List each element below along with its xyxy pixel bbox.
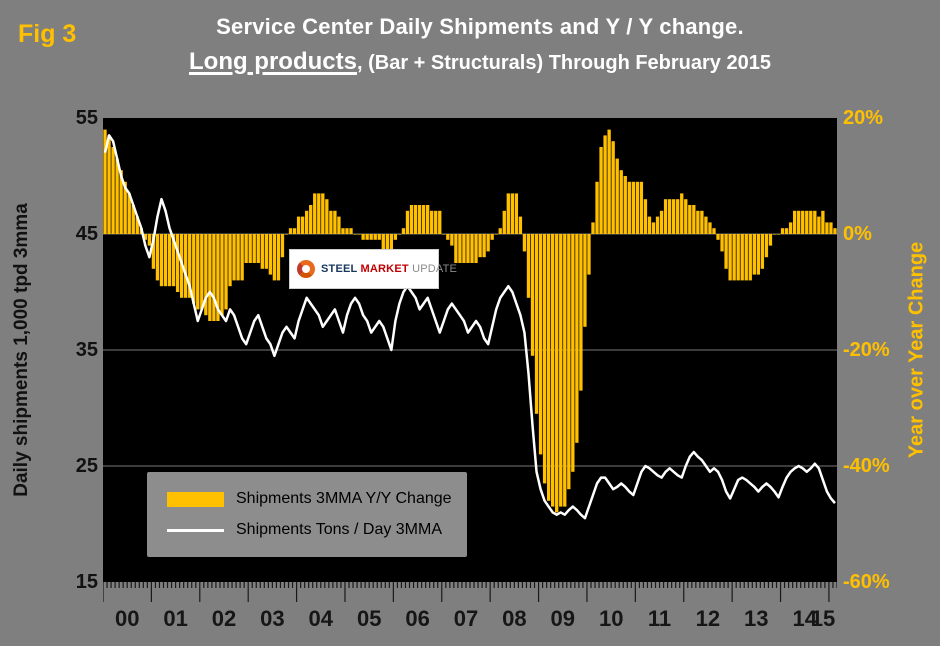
right-axis-tick: -60% — [843, 571, 890, 593]
x-axis-year-label: 14 — [792, 606, 817, 631]
left-axis-tick: 15 — [75, 571, 98, 593]
x-axis-year-label: 07 — [454, 606, 478, 631]
smu-logo-word-market: MARKET — [360, 263, 409, 275]
x-axis-year-label: 04 — [309, 606, 334, 631]
steel-market-update-logo: STEEL MARKET UPDATE — [289, 249, 457, 289]
left-axis-tick: 55 — [75, 107, 98, 129]
right-axis-tick: 0% — [843, 223, 872, 245]
plot-area: STEEL MARKET UPDATE Shipments 3MMA Y/Y C… — [103, 118, 837, 582]
x-axis-year-label: 10 — [599, 606, 623, 631]
x-axis-year-label: 11 — [648, 606, 671, 631]
left-axis-tick-labels: 55 45 35 25 15 — [52, 107, 98, 593]
right-axis-tick: -40% — [843, 455, 890, 477]
smu-logo-word-steel: STEEL — [321, 263, 358, 275]
left-axis-tick: 25 — [75, 455, 98, 477]
right-axis-tick: 20% — [843, 107, 884, 129]
fig-number-label: Fig 3 — [18, 20, 77, 48]
chart-title-line2-rest: , (Bar + Structurals) Through February 2… — [356, 52, 771, 74]
chart-title-line1: Service Center Daily Shipments and Y / Y… — [216, 14, 744, 39]
x-axis-year-label: 09 — [551, 606, 575, 631]
smu-logo-word-update: UPDATE — [412, 263, 458, 275]
chart-title: Service Center Daily Shipments and Y / Y… — [60, 14, 900, 76]
chart-title-line2: Long products, (Bar + Structurals) Throu… — [60, 48, 900, 76]
x-axis-year-label: 05 — [357, 606, 381, 631]
x-axis-year-label: 08 — [502, 606, 526, 631]
chart-title-emphasis: Long products — [189, 48, 357, 75]
chart-legend: Shipments 3MMA Y/Y Change Shipments Tons… — [147, 472, 467, 557]
left-axis-title: Daily shipments 1,000 tpd 3mma — [11, 203, 32, 497]
left-axis-tick: 45 — [75, 223, 98, 245]
x-axis-year-label: 02 — [212, 606, 236, 631]
x-axis-year-label: 13 — [744, 606, 768, 631]
x-axis-year-label: 15 — [811, 606, 835, 631]
line-series-swatch — [167, 528, 224, 532]
right-axis-tick: -20% — [843, 339, 890, 361]
x-axis-year-label: 01 — [163, 606, 187, 631]
smu-ring-icon — [297, 260, 315, 278]
x-axis-year-label: 00 — [115, 606, 139, 631]
chart-svg — [103, 129, 837, 520]
bar-series-swatch — [167, 491, 224, 507]
bar-series-label: Shipments 3MMA Y/Y Change — [236, 490, 452, 507]
x-axis-year-label: 06 — [405, 606, 429, 631]
shipments-line — [103, 134, 836, 520]
x-axis: 00 01 02 03 04 05 06 07 08 09 10 11 12 13 14 15 — [102, 582, 838, 640]
legend-entry-bar-series: Shipments 3MMA Y/Y Change — [167, 490, 467, 508]
right-axis-tick-labels: 20% 0% -20% -40% -60% — [843, 107, 909, 593]
x-axis-year-label: 12 — [696, 606, 720, 631]
bars-yy-change — [103, 129, 837, 513]
left-axis-tick: 35 — [75, 339, 98, 361]
x-axis-year-label: 03 — [260, 606, 284, 631]
legend-entry-line-series: Shipments Tons / Day 3MMA — [167, 521, 467, 539]
smu-logo-text: STEEL MARKET UPDATE — [321, 263, 457, 275]
line-series-label: Shipments Tons / Day 3MMA — [236, 521, 443, 538]
